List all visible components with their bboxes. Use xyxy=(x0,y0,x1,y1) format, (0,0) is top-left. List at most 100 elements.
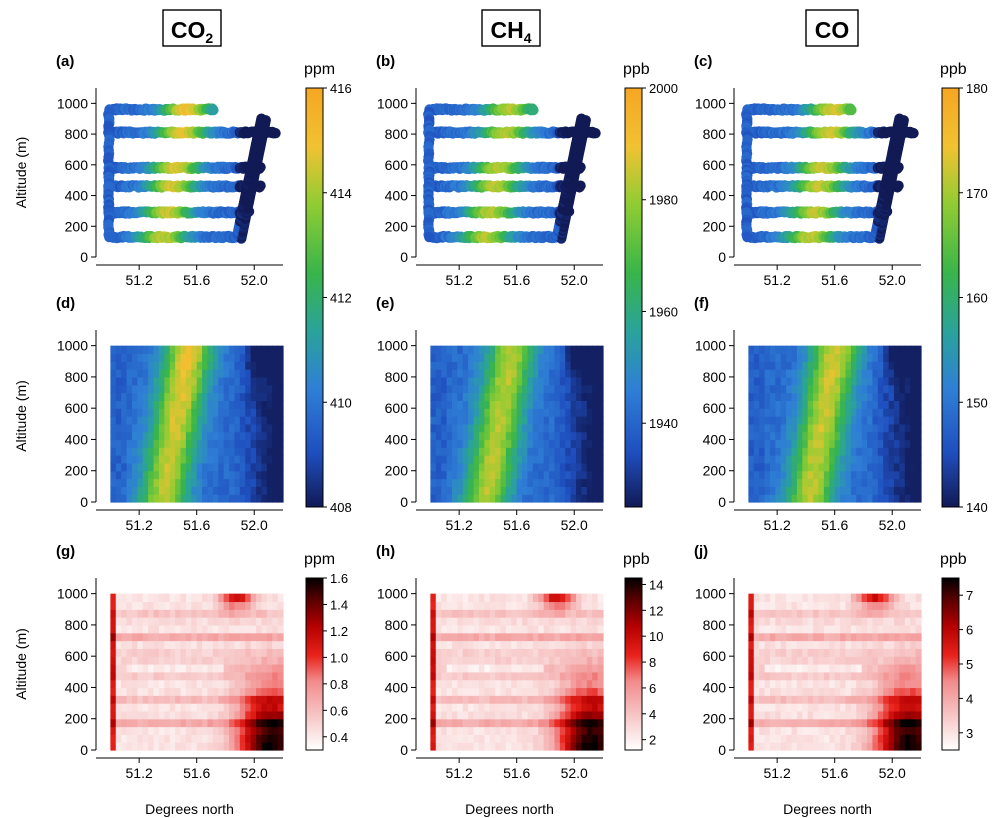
heatmap-cell xyxy=(451,486,458,495)
heatmap-cell xyxy=(559,376,566,386)
gas-title: CO2 xyxy=(171,17,214,46)
heatmap-cell xyxy=(511,478,518,487)
heatmap-cell xyxy=(586,486,593,495)
heatmap-cell xyxy=(478,376,485,386)
heatmap-cell xyxy=(877,400,884,409)
heatmap-cell xyxy=(543,470,550,480)
heatmap-cell xyxy=(175,617,182,626)
heatmap-cell xyxy=(126,671,133,681)
heatmap-cell xyxy=(164,624,171,634)
heatmap-cell xyxy=(158,695,165,704)
heatmap-cell xyxy=(185,656,192,665)
heatmap-cell xyxy=(196,710,203,720)
heatmap-cell xyxy=(813,431,820,441)
heatmap-cell xyxy=(867,439,874,448)
heatmap-cell xyxy=(202,687,209,696)
heatmap-cell xyxy=(748,470,755,480)
heatmap-cell xyxy=(559,384,566,394)
heatmap-cell xyxy=(175,734,182,743)
heatmap-cell xyxy=(904,494,911,503)
heatmap-cell xyxy=(441,494,448,503)
heatmap-cell xyxy=(196,376,203,386)
heatmap-cell xyxy=(872,431,879,441)
heatmap-cell xyxy=(115,679,122,689)
heatmap-cell xyxy=(791,431,798,441)
heatmap-cell xyxy=(818,369,825,378)
heatmap-cell xyxy=(910,494,917,503)
heatmap-cell xyxy=(250,369,257,378)
heatmap-cell xyxy=(468,478,475,487)
heatmap-cell xyxy=(473,447,480,456)
heatmap-cell xyxy=(592,455,599,464)
heatmap-cell xyxy=(894,431,901,441)
heatmap-cell xyxy=(522,392,529,401)
heatmap-cell xyxy=(131,695,138,704)
heatmap-cell xyxy=(223,408,230,417)
heatmap-cell xyxy=(570,361,577,370)
heatmap-cell xyxy=(180,656,187,665)
heatmap-cell xyxy=(202,361,209,370)
heatmap-cell xyxy=(462,416,469,425)
heatmap-cell xyxy=(559,345,566,355)
heatmap-cell xyxy=(796,353,803,362)
heatmap-cell xyxy=(126,447,133,456)
heatmap-cell xyxy=(202,593,209,603)
heatmap-cell xyxy=(813,486,820,495)
heatmap-cell xyxy=(202,734,209,743)
heatmap-cell xyxy=(818,408,825,417)
heatmap-cell xyxy=(169,742,176,751)
heatmap-cell xyxy=(256,478,263,487)
heatmap-cell xyxy=(861,494,868,503)
heatmap-cell xyxy=(121,664,128,673)
heatmap-cell xyxy=(910,408,917,417)
heatmap-cell xyxy=(597,423,604,433)
heatmap-cell xyxy=(570,439,577,448)
heatmap-cell xyxy=(435,369,442,378)
heatmap-cell xyxy=(872,400,879,409)
heatmap-cell xyxy=(543,392,550,401)
heatmap-cell xyxy=(110,648,117,657)
heatmap-cell xyxy=(576,408,583,417)
heatmap-cell xyxy=(910,423,917,433)
heatmap-cell xyxy=(850,431,857,441)
heatmap-cell xyxy=(904,462,911,472)
heatmap-cell xyxy=(791,345,798,355)
heatmap-cell xyxy=(148,431,155,441)
heatmap-cell xyxy=(272,345,279,355)
heatmap-cell xyxy=(191,671,198,681)
heatmap-cell xyxy=(245,376,252,386)
heatmap-cell xyxy=(212,361,219,370)
heatmap-cell xyxy=(748,345,755,355)
heatmap-cell xyxy=(818,462,825,472)
heatmap-cell xyxy=(807,439,814,448)
heatmap-cell xyxy=(131,486,138,495)
heatmap-cell xyxy=(554,400,561,409)
heatmap-cell xyxy=(581,376,588,386)
heatmap-cell xyxy=(856,345,863,355)
heatmap-cell xyxy=(500,423,507,433)
heatmap-cell xyxy=(234,431,241,441)
heatmap-cell xyxy=(202,439,209,448)
heatmap-cell xyxy=(753,376,760,386)
heatmap-cell xyxy=(234,384,241,394)
heatmap-cell xyxy=(554,392,561,401)
heatmap-cell xyxy=(829,447,836,456)
heatmap-cell xyxy=(126,345,133,355)
heatmap-cell xyxy=(212,695,219,704)
heatmap-cell xyxy=(796,361,803,370)
heatmap-cell xyxy=(272,416,279,425)
heatmap-cell xyxy=(856,384,863,394)
heatmap-cell xyxy=(131,361,138,370)
heatmap-cell xyxy=(554,369,561,378)
heatmap-cell xyxy=(500,455,507,464)
heatmap-cell xyxy=(202,632,209,642)
heatmap-cell xyxy=(834,416,841,425)
heatmap-cell xyxy=(446,455,453,464)
heatmap-cell xyxy=(169,361,176,370)
heatmap-cell xyxy=(196,361,203,370)
heatmap-cell xyxy=(759,494,766,503)
heatmap-cell xyxy=(196,494,203,503)
heatmap-cell xyxy=(446,400,453,409)
heatmap-cell xyxy=(153,648,160,657)
heatmap-cell xyxy=(256,353,263,362)
